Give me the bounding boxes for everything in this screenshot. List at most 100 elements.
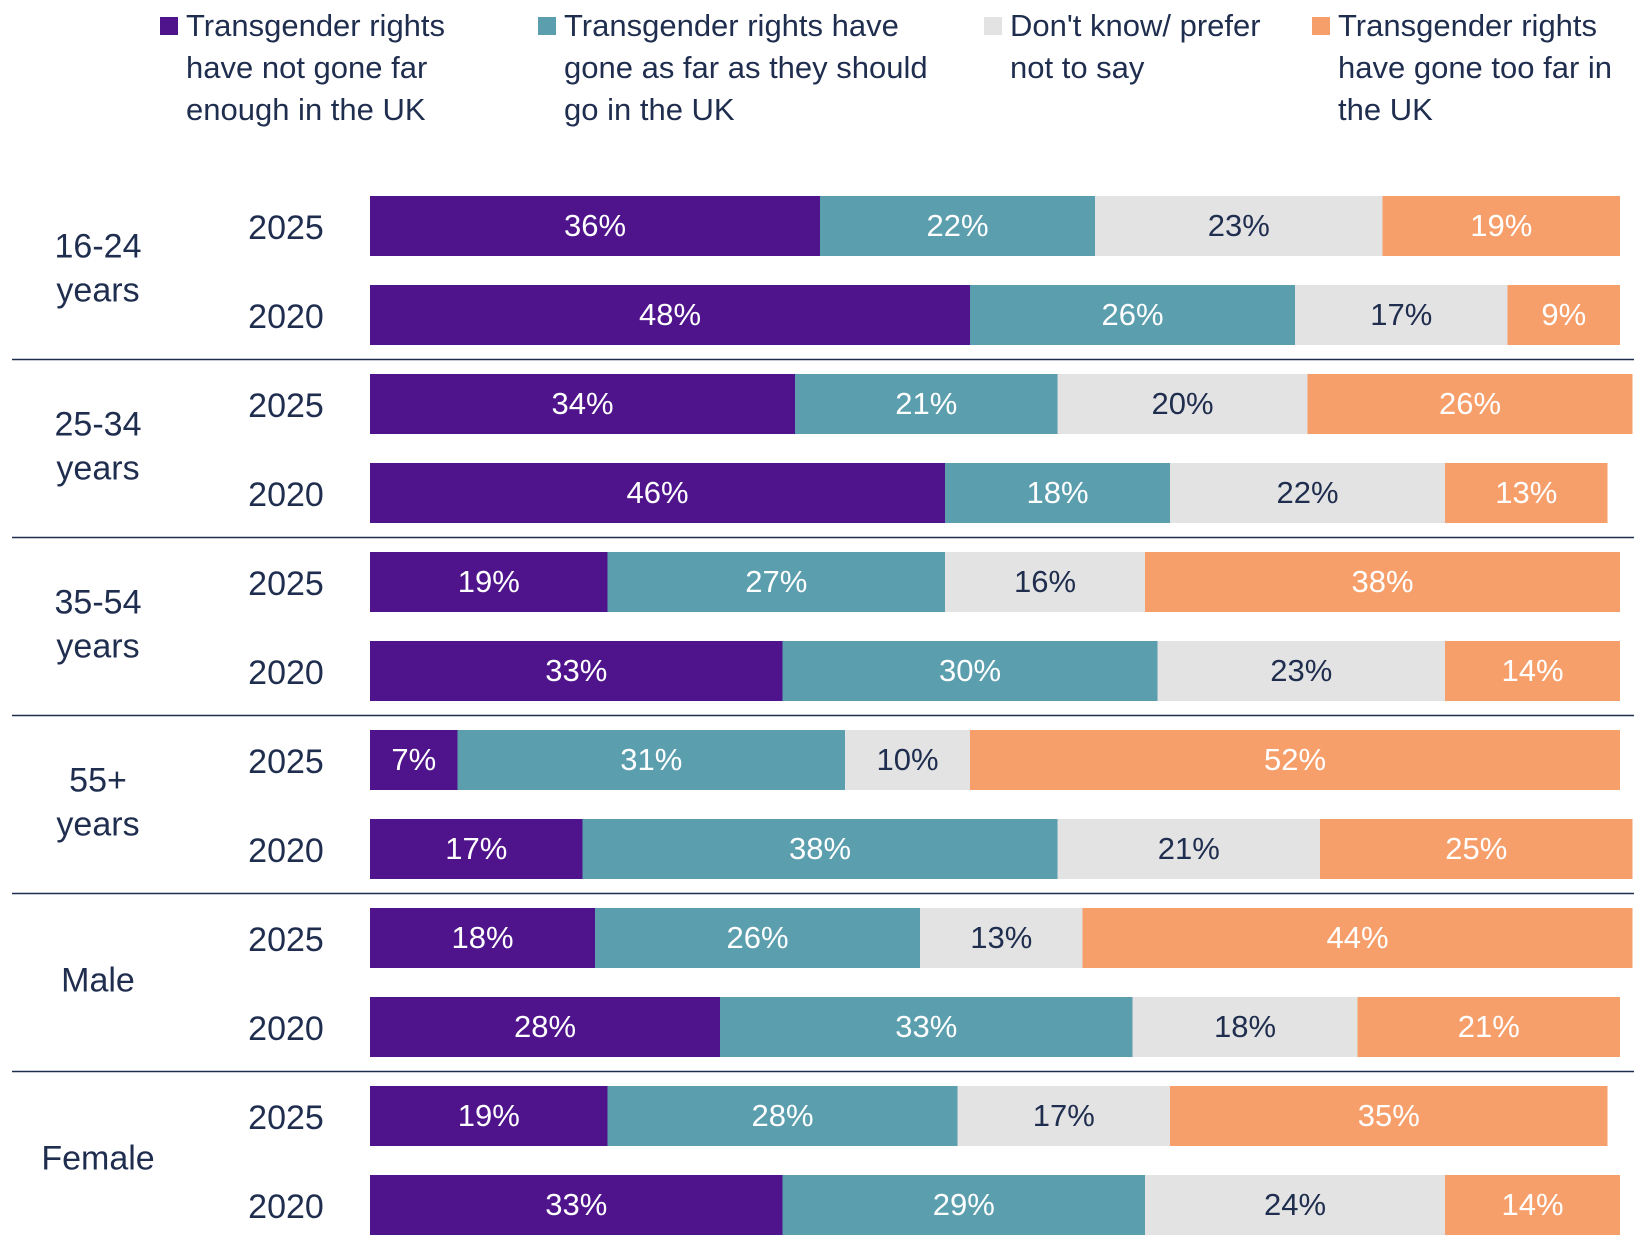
year-label: 2025 bbox=[248, 565, 324, 603]
bar-segment bbox=[957, 1086, 1170, 1146]
bar-segment bbox=[595, 908, 920, 968]
legend-swatch bbox=[984, 17, 1002, 35]
bar-segment bbox=[1170, 463, 1445, 523]
legend-label: Transgender rights have not gone far enoug… bbox=[186, 8, 445, 127]
legend-swatch bbox=[538, 17, 556, 35]
legend-swatch bbox=[1312, 17, 1330, 35]
group-label: 35-54 years bbox=[55, 583, 142, 665]
bar-segment bbox=[370, 552, 608, 612]
value-label: 52% bbox=[1264, 742, 1326, 777]
year-label: 2020 bbox=[248, 1010, 324, 1048]
bar-segment bbox=[582, 819, 1058, 879]
bar-segment bbox=[1320, 819, 1633, 879]
value-label: 21% bbox=[1158, 831, 1220, 866]
value-label: 48% bbox=[639, 297, 701, 332]
bar-segment bbox=[370, 908, 595, 968]
year-label: 2025 bbox=[248, 921, 324, 959]
value-label: 30% bbox=[939, 653, 1001, 688]
bar-segment bbox=[1095, 196, 1383, 256]
year-label: 2020 bbox=[248, 298, 324, 336]
value-label: 17% bbox=[445, 831, 507, 866]
bar-segment bbox=[920, 908, 1083, 968]
bar-segment bbox=[720, 997, 1133, 1057]
value-label: 31% bbox=[620, 742, 682, 777]
bar-segment bbox=[1170, 1086, 1608, 1146]
value-label: 14% bbox=[1501, 1187, 1563, 1222]
bar-segment bbox=[1307, 374, 1633, 434]
bar-segment bbox=[782, 641, 1158, 701]
value-label: 26% bbox=[1101, 297, 1163, 332]
value-label: 38% bbox=[1351, 564, 1413, 599]
bar-segment bbox=[1295, 285, 1508, 345]
value-label: 17% bbox=[1033, 1098, 1095, 1133]
value-label: 33% bbox=[895, 1009, 957, 1044]
bar-segment bbox=[370, 196, 820, 256]
value-label: 28% bbox=[751, 1098, 813, 1133]
bar-segment bbox=[820, 196, 1095, 256]
value-label: 19% bbox=[458, 564, 520, 599]
value-label: 38% bbox=[789, 831, 851, 866]
group-label: 25-34 years bbox=[55, 405, 142, 487]
value-label: 26% bbox=[1439, 386, 1501, 421]
value-label: 17% bbox=[1370, 297, 1432, 332]
bar-segment bbox=[457, 730, 845, 790]
bar-segment bbox=[945, 463, 1170, 523]
value-label: 20% bbox=[1151, 386, 1213, 421]
bar-segment bbox=[945, 552, 1145, 612]
bar-segment bbox=[782, 1175, 1145, 1235]
value-label: 14% bbox=[1501, 653, 1563, 688]
value-label: 19% bbox=[458, 1098, 520, 1133]
bar-segment bbox=[607, 552, 945, 612]
value-label: 13% bbox=[1495, 475, 1557, 510]
legend-swatch bbox=[160, 17, 178, 35]
bar-segment bbox=[370, 997, 720, 1057]
year-label: 2020 bbox=[248, 476, 324, 514]
value-label: 22% bbox=[1276, 475, 1338, 510]
value-label: 23% bbox=[1270, 653, 1332, 688]
value-label: 36% bbox=[564, 208, 626, 243]
bar-segment bbox=[1445, 641, 1620, 701]
year-label: 2025 bbox=[248, 209, 324, 247]
year-label: 2020 bbox=[248, 832, 324, 870]
value-label: 9% bbox=[1541, 297, 1586, 332]
legend-label: Transgender rights have gone too far in th… bbox=[1338, 8, 1612, 127]
value-label: 21% bbox=[895, 386, 957, 421]
bar-segment bbox=[1145, 1175, 1445, 1235]
bar-segment bbox=[1145, 552, 1620, 612]
bar-segment bbox=[795, 374, 1058, 434]
year-label: 2020 bbox=[248, 654, 324, 692]
bar-segment bbox=[370, 730, 458, 790]
bar-segment bbox=[1357, 997, 1620, 1057]
bar-segment bbox=[1057, 374, 1308, 434]
bar-segment bbox=[370, 285, 970, 345]
bar-segment bbox=[370, 374, 795, 434]
year-label: 2025 bbox=[248, 1099, 324, 1137]
group-label: Male bbox=[61, 961, 135, 999]
value-label: 26% bbox=[726, 920, 788, 955]
bar-segment bbox=[370, 1175, 783, 1235]
value-label: 34% bbox=[551, 386, 613, 421]
value-label: 18% bbox=[1026, 475, 1088, 510]
value-label: 22% bbox=[926, 208, 988, 243]
bar-segment bbox=[370, 463, 945, 523]
bar-segment bbox=[607, 1086, 958, 1146]
year-label: 2020 bbox=[248, 1188, 324, 1226]
bar-segment bbox=[370, 819, 583, 879]
value-label: 33% bbox=[545, 1187, 607, 1222]
group-label: 16-24 years bbox=[55, 227, 142, 309]
value-label: 44% bbox=[1326, 920, 1388, 955]
value-label: 24% bbox=[1264, 1187, 1326, 1222]
value-label: 18% bbox=[451, 920, 513, 955]
value-label: 16% bbox=[1014, 564, 1076, 599]
bar-segment bbox=[1445, 463, 1608, 523]
year-label: 2025 bbox=[248, 743, 324, 781]
value-label: 29% bbox=[933, 1187, 995, 1222]
bar-segment bbox=[1382, 196, 1620, 256]
value-label: 35% bbox=[1358, 1098, 1420, 1133]
value-label: 25% bbox=[1445, 831, 1507, 866]
bar-segment bbox=[1132, 997, 1358, 1057]
group-label: Female bbox=[41, 1139, 154, 1177]
group-label: 55+ years bbox=[56, 761, 139, 843]
value-label: 21% bbox=[1458, 1009, 1520, 1044]
